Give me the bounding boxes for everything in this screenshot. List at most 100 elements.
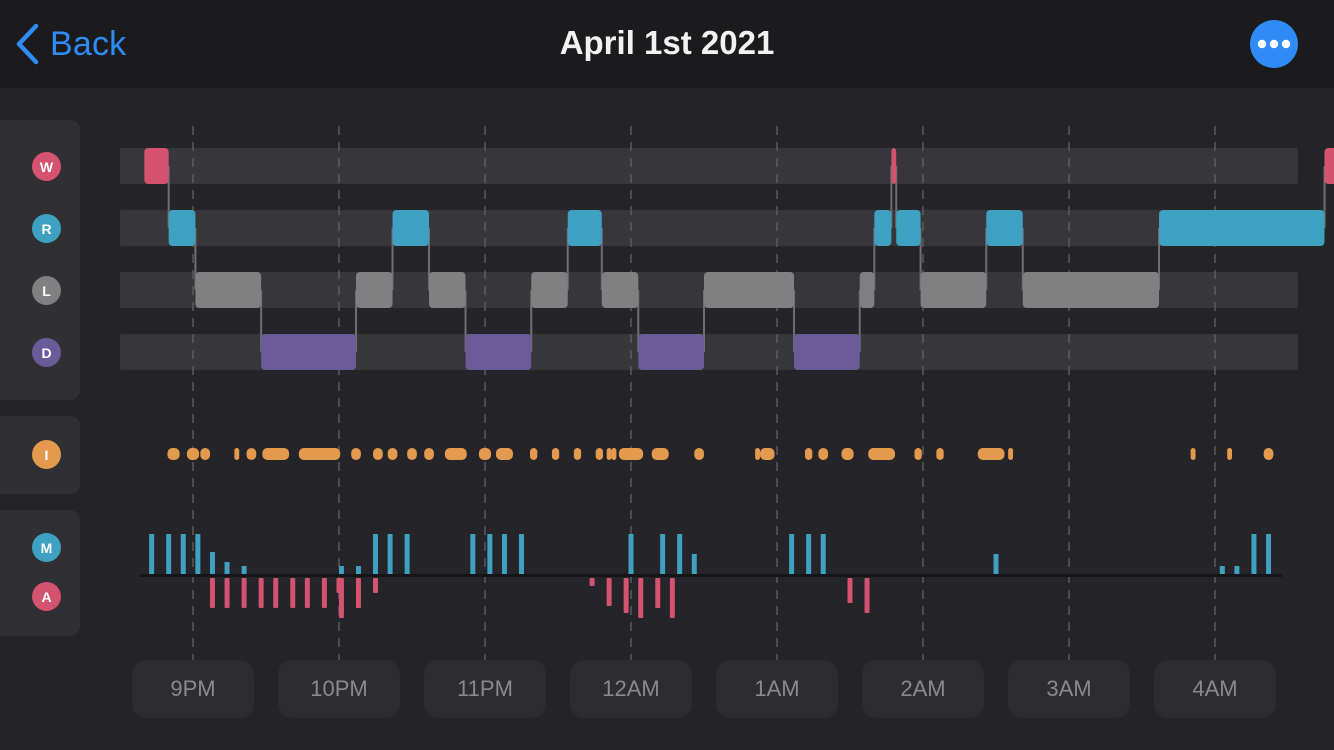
movement-bar (660, 534, 666, 574)
movement-bar (501, 534, 507, 574)
movement-bar (806, 534, 812, 574)
interruption-mark (759, 448, 775, 460)
interruption-mark (373, 448, 383, 460)
stage-segment-L (531, 272, 568, 308)
movement-activity-legend-panel: M A (0, 510, 80, 636)
more-options-button[interactable] (1250, 20, 1298, 68)
stage-segment-R (1159, 210, 1325, 246)
interruption-mark (611, 448, 617, 460)
stage-segment-R (874, 210, 892, 246)
movement-bar (1251, 534, 1257, 574)
stage-legend-panel: W R L D (0, 120, 80, 400)
movement-bar (166, 534, 172, 574)
back-label: Back (50, 24, 127, 63)
time-tick-3am: 3AM (1008, 660, 1130, 718)
interruption-mark (1227, 448, 1233, 460)
time-tick-4am: 4AM (1154, 660, 1276, 718)
back-button[interactable]: Back (14, 22, 126, 66)
stage-segment-W (891, 148, 897, 184)
movement-bar (691, 554, 697, 574)
stage-segment-R (567, 210, 602, 246)
interruption-badge: I (32, 440, 61, 469)
interruption-mark (694, 448, 704, 460)
interruption-legend-panel: I (0, 416, 80, 494)
activity-bar (224, 578, 230, 608)
interruption-mark (755, 448, 760, 460)
time-tick-11pm: 11PM (424, 660, 546, 718)
stage-segment-W (1324, 148, 1334, 184)
interruption-mark (977, 448, 1005, 460)
movement-bar (820, 534, 826, 574)
movement-bar (195, 534, 201, 574)
stage-segment-L (859, 272, 875, 308)
activity-badge: A (32, 582, 61, 611)
stage-segment-R (896, 210, 921, 246)
activity-bar (355, 578, 361, 608)
ellipsis-icon (1257, 39, 1291, 49)
movement-bar (355, 566, 361, 574)
movement-bar (1234, 566, 1240, 574)
interruption-mark (298, 448, 341, 460)
interruption-mark (595, 448, 604, 460)
stage-segment-L (1022, 272, 1160, 308)
time-tick-12am: 12AM (570, 660, 692, 718)
interruption-mark (234, 448, 240, 460)
movement-bar (789, 534, 795, 574)
interruption-mark (551, 448, 560, 460)
movement-bar (180, 534, 186, 574)
page-title: April 1st 2021 (559, 24, 775, 61)
activity-bar (373, 578, 378, 593)
interruption-mark (407, 448, 417, 460)
movement-bar (628, 534, 634, 574)
interruption-mark (841, 448, 854, 460)
movement-bar (338, 566, 344, 574)
stage-segment-L (429, 272, 466, 308)
interruption-mark (914, 448, 922, 460)
activity-bar (321, 578, 327, 608)
interruption-mark (167, 448, 180, 460)
interruption-mark (936, 448, 944, 460)
movement-badge: M (32, 533, 61, 562)
time-tick-1am: 1AM (716, 660, 838, 718)
stage-segment-D (261, 334, 357, 370)
interruption-mark (1008, 448, 1014, 460)
movement-bar (993, 554, 999, 574)
activity-bar (258, 578, 264, 608)
activity-bar (847, 578, 853, 603)
interruption-mark (606, 448, 612, 460)
activity-bar (338, 578, 344, 618)
activity-bar (669, 578, 675, 618)
time-tick-2am: 2AM (862, 660, 984, 718)
stage-segment-W (144, 148, 169, 184)
movement-bar (1219, 566, 1225, 574)
interruption-mark (424, 448, 434, 460)
movement-bar (241, 566, 247, 574)
movement-bar (677, 534, 683, 574)
interruption-mark (868, 448, 896, 460)
interruption-mark (495, 448, 513, 460)
deep-badge: D (32, 338, 61, 367)
interruption-mark (351, 448, 361, 460)
stage-segment-R (986, 210, 1023, 246)
stage-segment-L (356, 272, 393, 308)
stage-segment-D (794, 334, 860, 370)
stage-segment-L (601, 272, 639, 308)
stage-segment-R (168, 210, 196, 246)
interruption-mark (1263, 448, 1274, 460)
interruption-mark (1190, 448, 1196, 460)
stage-segment-L (920, 272, 987, 308)
movement-bar (224, 562, 230, 574)
movement-bar (209, 552, 215, 574)
interruption-mark (651, 448, 669, 460)
rem-badge: R (32, 214, 61, 243)
interruption-mark (262, 448, 290, 460)
stage-segment-L (704, 272, 795, 308)
lane-D (120, 334, 1298, 370)
interruption-mark (186, 448, 200, 460)
interruption-mark (200, 448, 211, 460)
movement-bar (470, 534, 476, 574)
activity-bar (638, 578, 644, 618)
interruption-mark (804, 448, 813, 460)
interruption-mark (444, 448, 467, 460)
interruption-mark (387, 448, 398, 460)
